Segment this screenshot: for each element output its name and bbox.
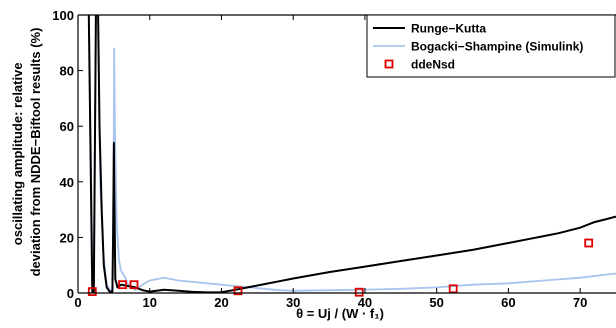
legend: Runge−Kutta Bogacki−Shampine (Simulink) dd…	[366, 14, 616, 78]
y-tick-label: 0	[67, 286, 74, 301]
x-tick-label: 20	[214, 295, 228, 310]
data-point-ddensd	[129, 280, 139, 290]
y-tick-label: 80	[60, 64, 74, 79]
y-tick-label: 60	[60, 119, 74, 134]
x-tick-label: 0	[74, 295, 81, 310]
data-point-ddensd	[584, 238, 594, 248]
x-tick-label: 70	[573, 295, 587, 310]
data-point-ddensd	[87, 287, 97, 297]
legend-label-0: Runge−Kutta	[411, 22, 486, 36]
x-tick-label: 50	[429, 295, 443, 310]
y-axis-label-line-1: oscillating amplitude: relative	[10, 62, 25, 245]
legend-label-1: Bogacki−Shampine (Simulink)	[411, 40, 583, 54]
data-point-ddensd	[448, 284, 458, 294]
x-axis-label: θ = Uj / (W · f₁)	[296, 306, 384, 321]
series-line-runge-kutta	[87, 15, 616, 293]
data-point-ddensd	[354, 287, 364, 297]
y-tick-label: 20	[60, 230, 74, 245]
data-point-ddensd	[118, 280, 127, 290]
y-axis-label: oscillating amplitude: relative deviatio…	[10, 28, 43, 277]
legend-label-2: ddeNsd	[411, 58, 455, 72]
x-tick-label: 10	[142, 295, 156, 310]
y-axis-label-line-2: deviation from NDDE−Biftool results (%)	[28, 28, 43, 277]
legend-swatch-2	[384, 59, 394, 69]
x-tick-label: 30	[286, 295, 300, 310]
x-tick-label: 40	[358, 295, 372, 310]
data-point-ddensd	[233, 286, 243, 296]
y-tick-label: 100	[52, 8, 74, 23]
legend-box	[366, 14, 616, 78]
y-tick-label: 40	[60, 175, 74, 190]
x-tick-label: 60	[501, 295, 515, 310]
